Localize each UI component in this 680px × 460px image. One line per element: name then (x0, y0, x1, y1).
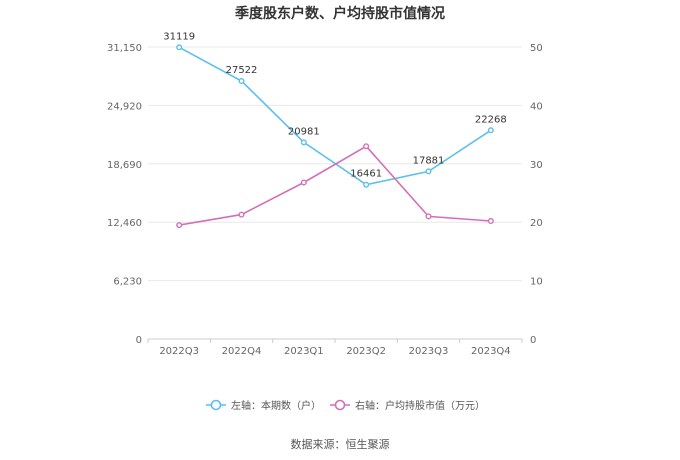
legend-label: 左轴：本期数（户） (231, 399, 321, 412)
legend-marker (210, 399, 222, 411)
data-label: 22268 (475, 114, 507, 125)
shareholder-count-point (363, 181, 370, 188)
avg-holding-value-line (179, 145, 491, 226)
shareholder-count-point (300, 139, 307, 146)
right-axis-tick-label: 50 (530, 43, 543, 54)
left-axis-tick-label: 18,690 (107, 160, 142, 171)
avg-holding-value-point (487, 218, 494, 225)
avg-holding-value-point (363, 143, 370, 150)
data-label: 16461 (350, 169, 382, 180)
right-axis-tick-label: 40 (530, 101, 543, 112)
left-axis-tick-label: 12,460 (107, 218, 142, 229)
left-axis-tick-label: 0 (136, 335, 142, 346)
left-axis-tick-label: 6,230 (113, 277, 142, 288)
data-label: 20981 (288, 126, 320, 137)
shareholder-count-point (425, 168, 432, 175)
right-axis-tick-label: 30 (530, 160, 543, 171)
left-axis-tick-label: 24,920 (107, 101, 142, 112)
shareholder-count-point (238, 78, 245, 85)
x-axis-tick-label: 2023Q4 (471, 346, 511, 357)
x-axis-tick-label: 2022Q4 (222, 346, 262, 357)
legend-label: 右轴：户均持股市值（万元） (355, 399, 485, 412)
avg-holding-value-point (238, 211, 245, 218)
avg-holding-value-point (300, 179, 307, 186)
data-label: 17881 (413, 155, 445, 166)
right-axis-tick-label: 0 (530, 335, 536, 346)
shareholder-count-point (176, 44, 183, 51)
shareholder-count-point (487, 127, 494, 134)
x-axis-tick-label: 2023Q1 (284, 346, 324, 357)
avg-holding-value-point (425, 213, 432, 220)
legend-marker (334, 399, 346, 411)
right-axis-tick-label: 20 (530, 218, 543, 229)
left-axis-tick-label: 31,150 (107, 43, 142, 54)
right-axis-tick-label: 10 (530, 277, 543, 288)
data-label: 31119 (163, 31, 195, 42)
x-axis-tick-label: 2023Q2 (346, 346, 386, 357)
x-axis-tick-label: 2022Q3 (159, 346, 199, 357)
chart-title: 季度股东户数、户均持股市值情况 (235, 6, 445, 22)
x-axis-tick-label: 2023Q3 (409, 346, 449, 357)
avg-holding-value-point (176, 222, 183, 229)
data-source-note: 数据来源：恒生聚源 (290, 438, 390, 451)
data-label: 27522 (226, 65, 258, 76)
